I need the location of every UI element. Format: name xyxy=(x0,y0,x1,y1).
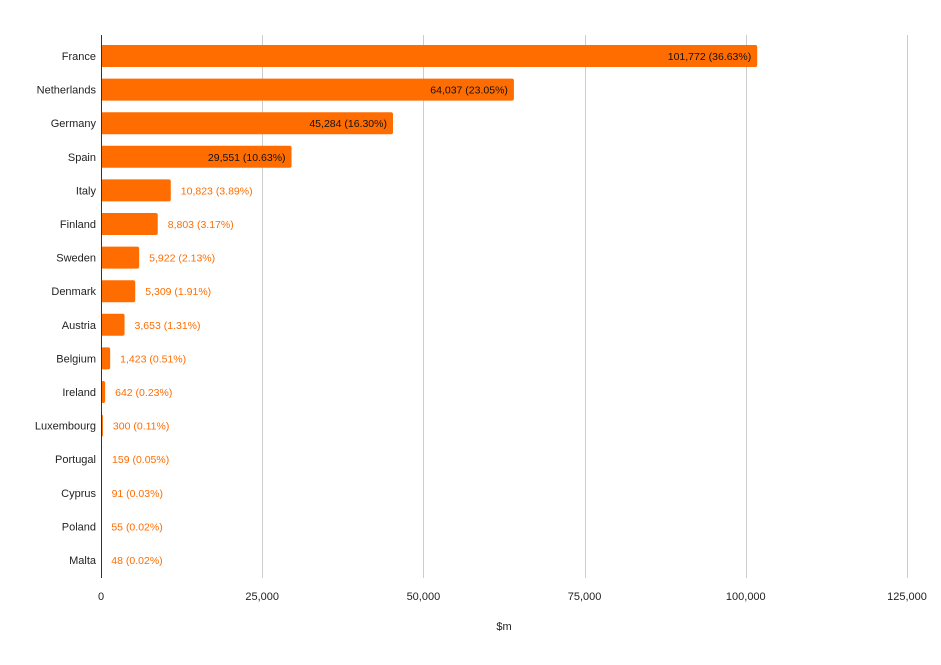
category-label: Cyprus xyxy=(61,488,96,500)
bar xyxy=(101,78,514,101)
data-label: 8,803 (3.17%) xyxy=(168,219,234,231)
data-label: 300 (0.11%) xyxy=(113,421,169,433)
bar xyxy=(101,347,111,370)
category-label: Germany xyxy=(51,118,97,130)
data-label: 48 (0.02%) xyxy=(111,555,162,567)
data-label: 5,922 (2.13%) xyxy=(149,253,215,265)
x-tick-label: 0 xyxy=(98,591,104,603)
x-tick-label: 50,000 xyxy=(407,591,441,603)
data-label: 3,653 (1.31%) xyxy=(135,320,201,332)
category-label: Denmark xyxy=(51,286,96,298)
data-label: 91 (0.03%) xyxy=(112,488,163,500)
x-tick-labels: 0 25,000 50,000 75,000 100,000 125,000 xyxy=(98,591,927,603)
category-label: Austria xyxy=(62,320,97,332)
data-label: 45,284 (16.30%) xyxy=(309,118,387,130)
category-label: Sweden xyxy=(56,253,96,265)
data-label: 10,823 (3.89%) xyxy=(181,185,253,197)
gridlines xyxy=(262,35,908,578)
bar xyxy=(101,112,393,135)
bar xyxy=(101,246,140,269)
category-label: Portugal xyxy=(55,454,96,466)
bars xyxy=(101,45,758,571)
category-label: Spain xyxy=(68,152,96,164)
data-labels: 101,772 (36.63%) 64,037 (23.05%) 45,284 (1… xyxy=(111,51,751,567)
x-tick-label: 125,000 xyxy=(887,591,927,603)
category-label: Italy xyxy=(76,185,97,197)
bar xyxy=(101,280,136,303)
bar xyxy=(101,381,106,403)
data-label: 101,772 (36.63%) xyxy=(668,51,751,63)
category-labels: France Netherlands Germany Spain Italy Finlan… xyxy=(35,51,97,567)
bar xyxy=(101,45,758,67)
data-label: 64,037 (23.05%) xyxy=(430,85,508,97)
category-label: Luxembourg xyxy=(35,421,96,433)
bar xyxy=(101,213,158,235)
data-label: 29,551 (10.63%) xyxy=(208,152,286,164)
data-label: 642 (0.23%) xyxy=(115,387,172,399)
data-label: 159 (0.05%) xyxy=(112,454,169,466)
bar xyxy=(101,313,125,336)
category-label: Malta xyxy=(69,555,97,567)
x-tick-label: 25,000 xyxy=(245,591,279,603)
bar xyxy=(101,145,292,168)
x-tick-label: 100,000 xyxy=(726,591,766,603)
x-axis-title: $m xyxy=(496,621,511,633)
bar xyxy=(101,179,171,202)
category-label: Poland xyxy=(62,521,96,533)
x-tick-label: 75,000 xyxy=(568,591,602,603)
category-label: Finland xyxy=(60,219,96,231)
data-label: 5,309 (1.91%) xyxy=(145,286,211,298)
category-label: France xyxy=(62,51,96,63)
category-label: Belgium xyxy=(56,353,96,365)
data-label: 55 (0.02%) xyxy=(111,521,162,533)
category-label: Ireland xyxy=(62,387,96,399)
data-label: 1,423 (0.51%) xyxy=(120,353,186,365)
category-label: Netherlands xyxy=(37,85,97,97)
